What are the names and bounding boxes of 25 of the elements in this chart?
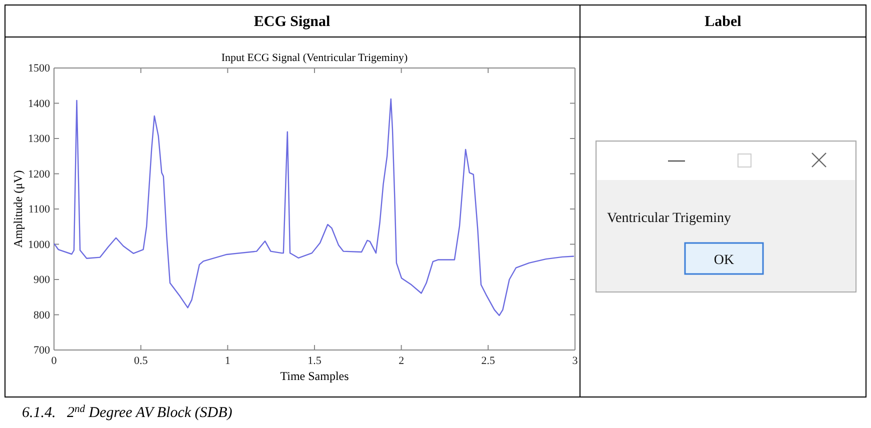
text: 6.1.4. 2$^{nd}$ Degree AV Block (SDB)	[22, 404, 232, 421]
y-tick-label: 1100	[28, 204, 50, 216]
text: Label	[704, 14, 742, 30]
y-tick-label: 1300	[28, 133, 50, 146]
y-axis-title: Amplitude (μV)	[11, 170, 25, 248]
x-tick-label: 0	[51, 354, 58, 367]
x-tick-label: 1	[224, 354, 230, 367]
y-tick-label: 1200	[28, 168, 50, 180]
y-tick-label: 1400	[28, 98, 50, 110]
line-series	[53, 98, 575, 316]
x-tick-label: 1.5	[308, 354, 322, 367]
text: Ventricular Trigeminy	[607, 211, 732, 226]
x-axis-title: Time Samples	[280, 369, 350, 383]
y-tick-label: 1000	[28, 238, 50, 251]
x-tick-label: 2.5	[481, 354, 496, 367]
x-tick-label: 3	[572, 354, 578, 367]
y-tick-label: 800	[34, 309, 50, 322]
text: OK	[714, 253, 734, 268]
y-tick-label: 900	[34, 274, 50, 286]
x-tick-label: 2	[398, 354, 404, 367]
x-tick-label: 0.5	[134, 354, 148, 367]
text: ECG Signal	[254, 14, 330, 30]
y-tick-label: 700	[34, 344, 50, 357]
chart-title: Input ECG Signal (Ventricular Trigeminy)	[221, 52, 408, 64]
y-tick-label: 1500	[28, 62, 50, 75]
